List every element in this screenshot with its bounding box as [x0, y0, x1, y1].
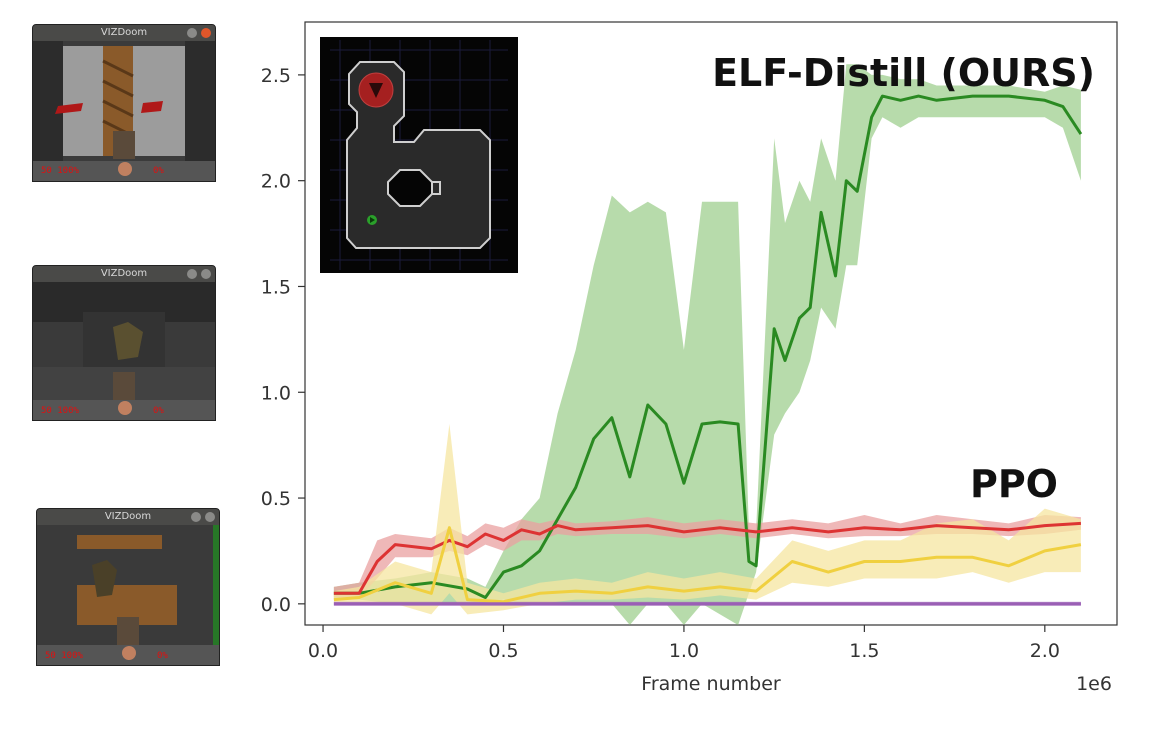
vizdoom-window-1: VIZDoom 50 100% 0%	[32, 24, 216, 182]
window-title: VIZDoom	[104, 511, 152, 522]
x-tick-label: 1.0	[669, 640, 699, 662]
x-tick-label: 0.0	[308, 640, 338, 662]
minimize-icon[interactable]	[187, 269, 197, 279]
map-inset	[320, 37, 518, 273]
map-room-outline	[346, 61, 491, 249]
y-tick-label: 1.5	[261, 276, 291, 298]
x-tick-label: 2.0	[1030, 640, 1060, 662]
y-tick-label: 2.5	[261, 65, 291, 87]
series-lines	[333, 94, 1083, 606]
hud-text-right: 0%	[153, 166, 164, 176]
hud-text-right: 0%	[153, 406, 164, 416]
series-line-yellow	[333, 526, 1082, 604]
hud-text: 50 100%	[45, 651, 84, 661]
vizdoom-window-2: VIZDoom 50 100% 0%	[32, 265, 216, 421]
game-view-corridor-1: 50 100% 0%	[33, 41, 215, 181]
x-tick-label: 1.5	[849, 640, 879, 662]
close-icon[interactable]	[201, 269, 211, 279]
ppo-annotation: PPO	[970, 462, 1058, 506]
x-axis-label: Frame number	[641, 673, 781, 695]
map-pillar	[387, 169, 433, 207]
close-icon[interactable]	[201, 28, 211, 38]
y-tick-label: 2.0	[261, 171, 291, 193]
hud-text-right: 0%	[157, 651, 168, 661]
window-titlebar: VIZDoom	[33, 266, 215, 282]
game-view-corridor-2: 50 100% 0%	[33, 282, 215, 420]
series-line-red	[333, 521, 1081, 595]
window-title: VIZDoom	[100, 27, 148, 38]
vizdoom-window-3: VIZDoom 50 100% 0%	[36, 508, 220, 666]
series-line-green	[333, 94, 1083, 599]
band-red	[333, 515, 1081, 598]
y-tick-label: 0.0	[261, 594, 291, 616]
minimize-icon[interactable]	[191, 512, 201, 522]
y-tick-label: 1.0	[261, 382, 291, 404]
window-titlebar: VIZDoom	[33, 25, 215, 41]
window-titlebar: VIZDoom	[37, 509, 219, 525]
x-tick-label: 0.5	[488, 640, 518, 662]
minimize-icon[interactable]	[187, 28, 197, 38]
band-yellow	[333, 424, 1081, 615]
game-view-room: 50 100% 0%	[37, 525, 219, 665]
band-green	[333, 64, 1081, 626]
ours-annotation: ELF-Distill (OURS)	[712, 51, 1095, 95]
x-axis-offset-label: 1e6	[1076, 673, 1112, 695]
close-icon[interactable]	[205, 512, 215, 522]
window-title: VIZDoom	[100, 268, 148, 279]
y-tick-label: 0.5	[261, 488, 291, 510]
x-axis: 0.0 0.5 1.0 1.5 2.0	[308, 625, 1060, 662]
hud-text: 50 100%	[41, 166, 80, 176]
y-axis: 0.0 0.5 1.0 1.5 2.0 2.5	[261, 65, 305, 616]
hud-text: 50 100%	[41, 406, 80, 416]
